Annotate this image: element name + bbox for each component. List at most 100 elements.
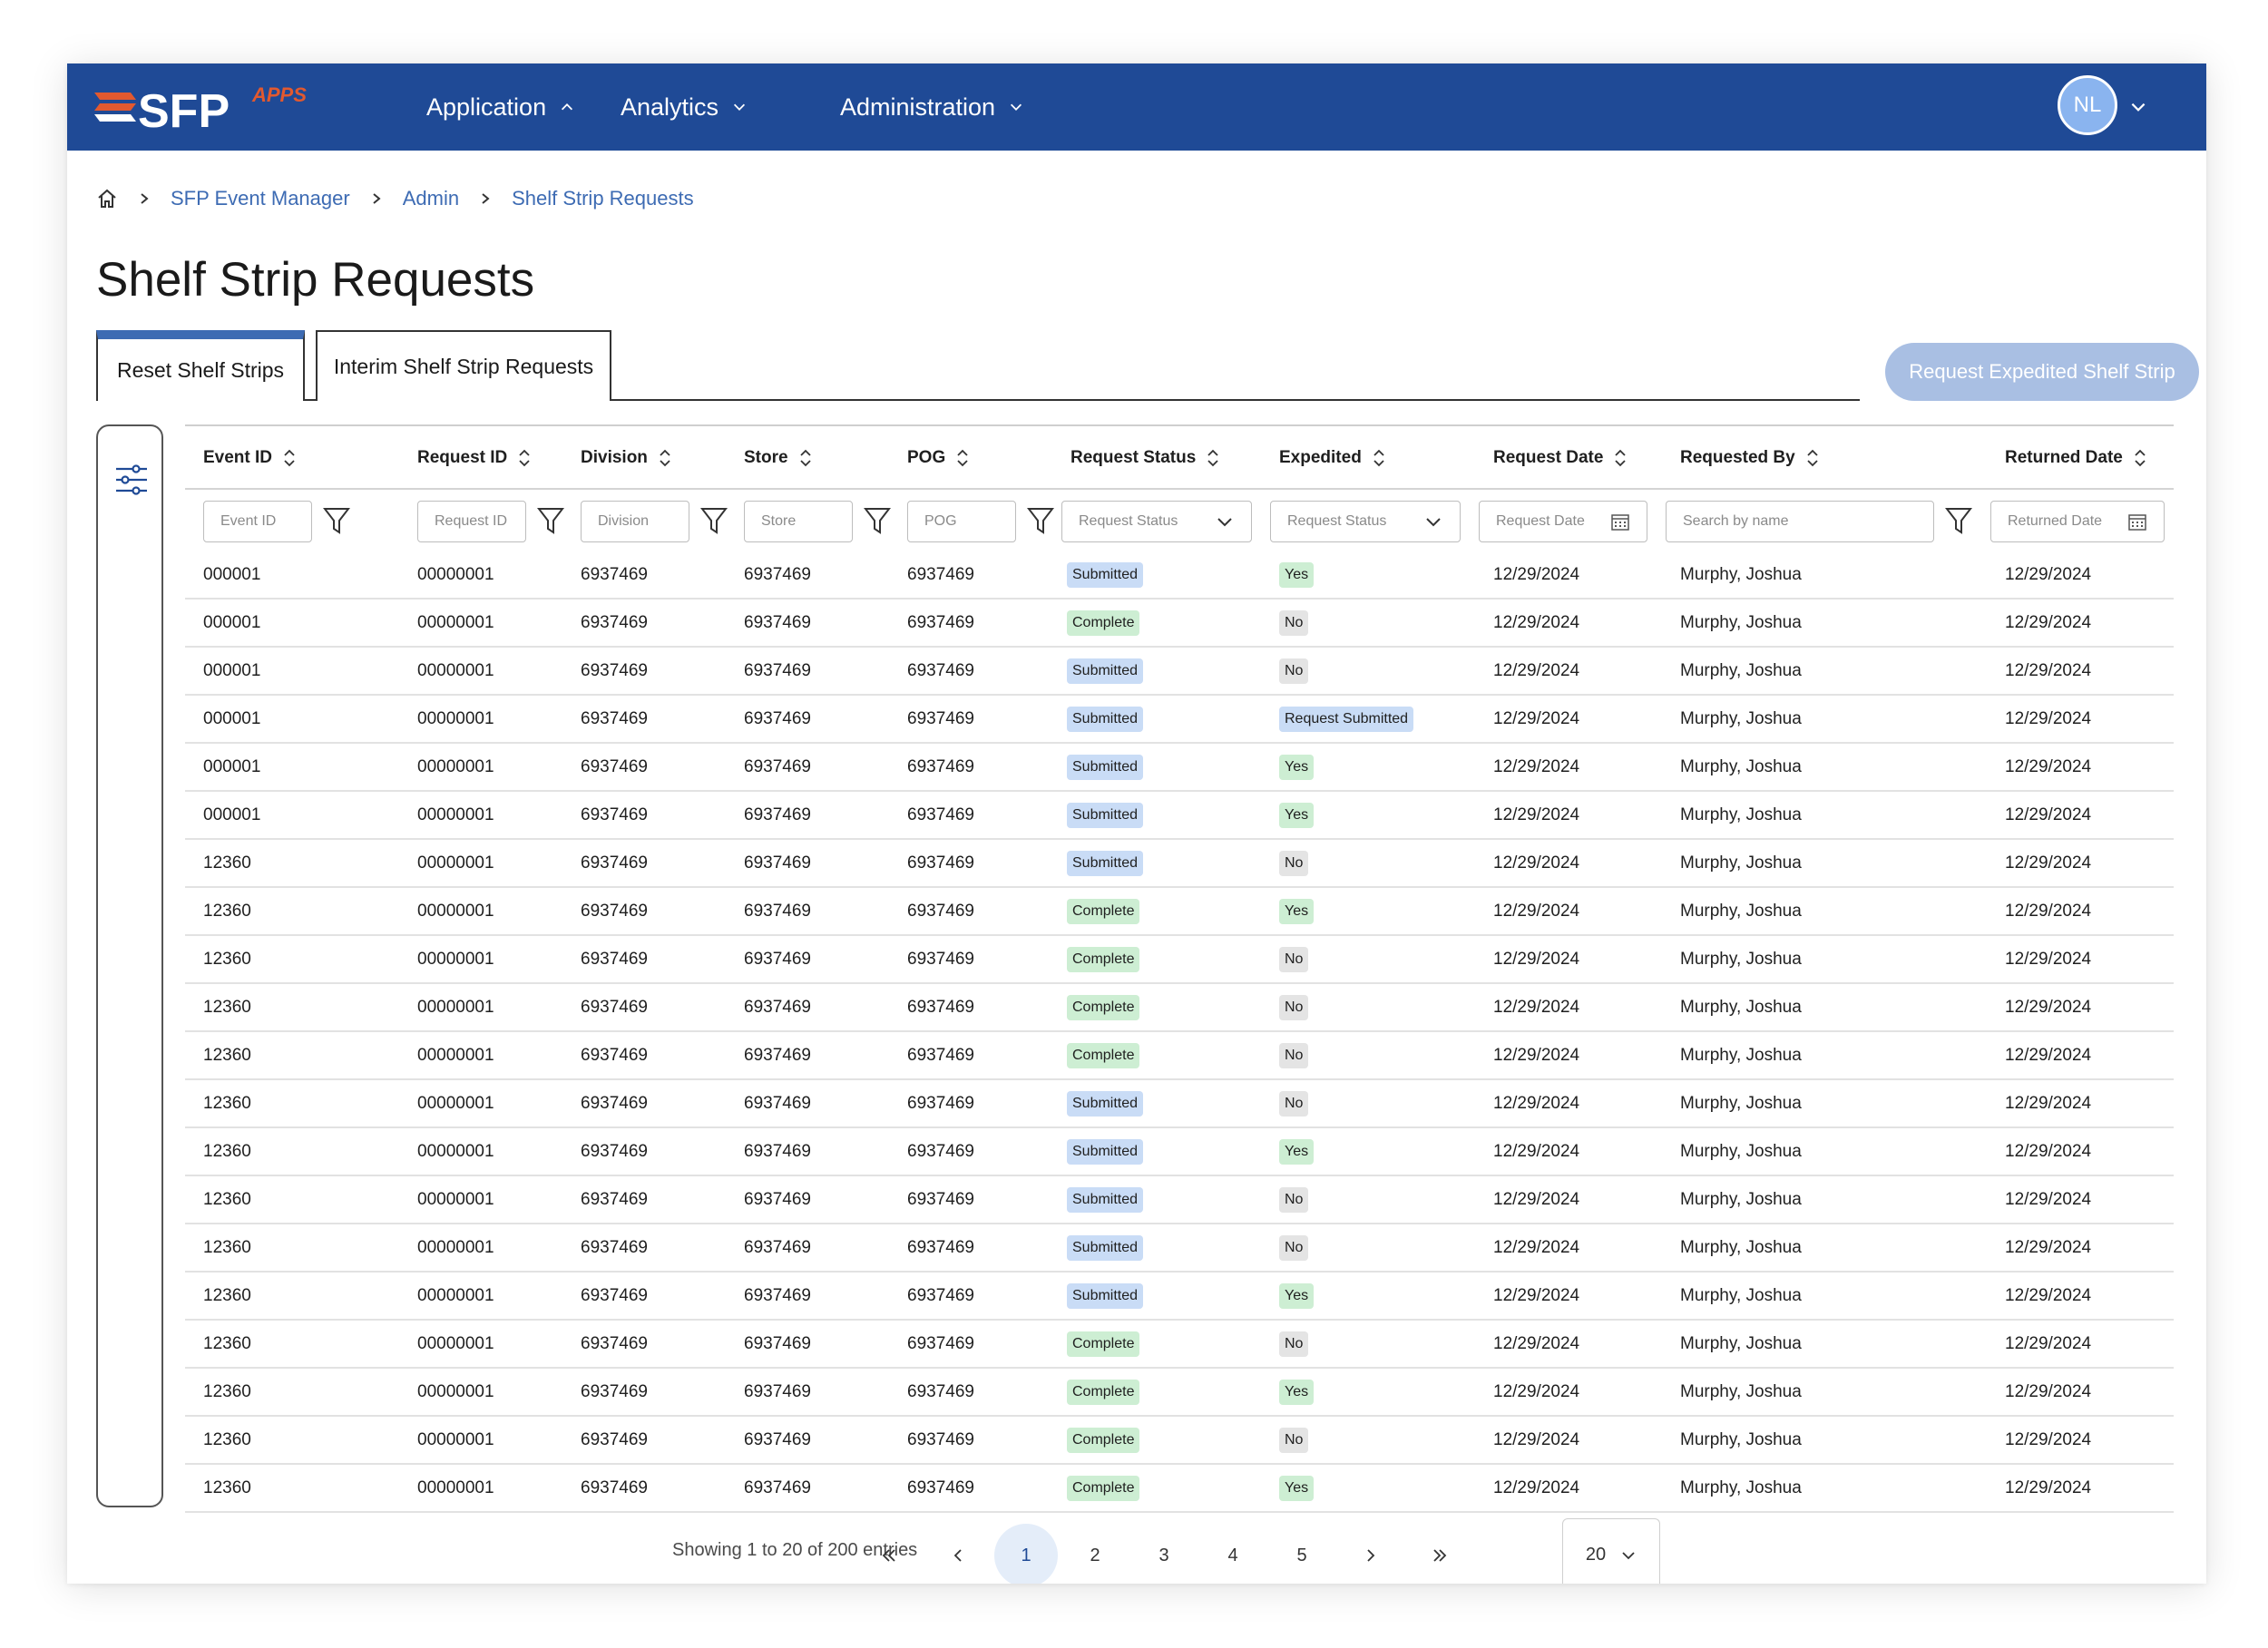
request-expedited-button[interactable]: Request Expedited Shelf Strip — [1885, 343, 2199, 401]
request-status-filter-select[interactable]: Request Status — [1061, 501, 1252, 542]
filter-funnel-icon[interactable] — [1027, 506, 1054, 535]
cell-requested-by: Murphy, Joshua — [1680, 660, 1802, 680]
page-button-4[interactable]: 4 — [1227, 1545, 1238, 1565]
col-header-returned-date[interactable]: Returned Date — [2005, 426, 2146, 490]
cell-expedited: No — [1279, 984, 1309, 1030]
chevron-down-icon — [1217, 518, 1232, 527]
col-header-request-date[interactable]: Request Date — [1493, 426, 1627, 490]
user-avatar[interactable]: NL — [2058, 75, 2117, 135]
table-row[interactable]: 12360 00000001 6937469 6937469 6937469 Comple… — [185, 1032, 2174, 1080]
table-row[interactable]: 000001 00000001 6937469 6937469 6937469 Submi… — [185, 696, 2174, 744]
breadcrumb-admin[interactable]: Admin — [402, 187, 460, 210]
cell-request-id: 00000001 — [417, 756, 494, 776]
user-menu-chevron-down-icon[interactable] — [2128, 97, 2148, 117]
cell-pog: 6937469 — [907, 1429, 974, 1449]
table-row[interactable]: 12360 00000001 6937469 6937469 6937469 Comple… — [185, 1369, 2174, 1417]
cell-division: 6937469 — [581, 1381, 648, 1401]
cell-pog: 6937469 — [907, 1045, 974, 1065]
returned-date-filter-input[interactable]: Returned Date — [1990, 501, 2165, 542]
chevron-right-icon — [373, 193, 381, 204]
nav-application[interactable]: Application — [426, 89, 575, 125]
cell-returned-date: 12/29/2024 — [2005, 564, 2092, 584]
event-id-filter-input[interactable] — [203, 501, 312, 542]
nav-analytics[interactable]: Analytics — [621, 89, 748, 125]
page-button-5[interactable]: 5 — [1296, 1545, 1307, 1565]
col-header-division[interactable]: Division — [581, 426, 671, 490]
sfp-apps-logo[interactable]: SFP APPS — [91, 80, 327, 138]
request-date-filter-input[interactable]: Request Date — [1479, 501, 1647, 542]
table-row[interactable]: 000001 00000001 6937469 6937469 6937469 Submi… — [185, 551, 2174, 600]
cell-division: 6937469 — [581, 949, 648, 969]
cell-event-id: 12360 — [203, 1381, 251, 1401]
previous-page-button[interactable] — [926, 1524, 990, 1584]
page-button-1[interactable]: 1 — [994, 1524, 1058, 1584]
filter-side-panel[interactable] — [96, 424, 163, 1507]
cell-store: 6937469 — [744, 804, 811, 824]
cell-requested-by: Murphy, Joshua — [1680, 901, 1802, 921]
filter-funnel-icon[interactable] — [864, 506, 891, 535]
table-row[interactable]: 000001 00000001 6937469 6937469 6937469 Submi… — [185, 744, 2174, 792]
breadcrumb-sfp-event-manager[interactable]: SFP Event Manager — [171, 187, 350, 210]
status-badge: Complete — [1067, 609, 1140, 636]
nav-administration[interactable]: Administration — [840, 89, 1024, 125]
cell-store: 6937469 — [744, 1189, 811, 1209]
filter-funnel-icon[interactable] — [1945, 506, 1972, 535]
cell-request-status: Submitted — [1067, 648, 1144, 694]
cell-expedited: Yes — [1279, 1465, 1315, 1511]
table-row[interactable]: 12360 00000001 6937469 6937469 6937469 Comple… — [185, 1417, 2174, 1465]
filter-funnel-icon[interactable] — [537, 506, 564, 535]
expedited-filter-select[interactable]: Request Status — [1270, 501, 1461, 542]
status-badge: Submitted — [1067, 658, 1144, 684]
first-page-button[interactable] — [857, 1524, 921, 1584]
col-header-request-id[interactable]: Request ID — [417, 426, 531, 490]
cell-expedited: No — [1279, 840, 1309, 886]
next-page-button[interactable] — [1339, 1524, 1403, 1584]
filter-funnel-icon[interactable] — [700, 506, 728, 535]
tab-reset-shelf-strips[interactable]: Reset Shelf Strips — [96, 330, 305, 401]
double-chevron-right-icon — [1433, 1549, 1447, 1562]
store-filter-input[interactable] — [744, 501, 853, 542]
cell-event-id: 000001 — [203, 804, 261, 824]
col-header-pog[interactable]: POG — [907, 426, 969, 490]
table-row[interactable]: 12360 00000001 6937469 6937469 6937469 Comple… — [185, 984, 2174, 1032]
breadcrumb-shelf-strip-requests[interactable]: Shelf Strip Requests — [512, 187, 694, 210]
cell-request-date: 12/29/2024 — [1493, 1045, 1580, 1065]
page-button-3[interactable]: 3 — [1158, 1545, 1169, 1565]
table-row[interactable]: 12360 00000001 6937469 6937469 6937469 Submit… — [185, 1080, 2174, 1128]
sort-icon — [1615, 449, 1627, 467]
tab-interim-shelf-strip-requests[interactable]: Interim Shelf Strip Requests — [316, 330, 611, 401]
last-page-button[interactable] — [1408, 1524, 1471, 1584]
request-id-filter-input[interactable] — [417, 501, 526, 542]
cell-pog: 6937469 — [907, 1381, 974, 1401]
col-header-event-id[interactable]: Event ID — [203, 426, 296, 490]
cell-request-date: 12/29/2024 — [1493, 708, 1580, 728]
requested-by-search-input[interactable] — [1666, 501, 1934, 542]
pog-filter-input[interactable] — [907, 501, 1016, 542]
table-row[interactable]: 000001 00000001 6937469 6937469 6937469 Compl… — [185, 600, 2174, 648]
table-row[interactable]: 12360 00000001 6937469 6937469 6937469 Comple… — [185, 888, 2174, 936]
filter-funnel-icon[interactable] — [323, 506, 350, 535]
col-header-requested-by[interactable]: Requested By — [1680, 426, 1819, 490]
home-icon[interactable] — [96, 188, 118, 210]
page-size-select[interactable]: 20 — [1562, 1518, 1660, 1584]
table-row[interactable]: 12360 00000001 6937469 6937469 6937469 Comple… — [185, 1321, 2174, 1369]
sliders-icon[interactable] — [114, 463, 149, 497]
division-filter-input[interactable] — [581, 501, 689, 542]
table-row[interactable]: 12360 00000001 6937469 6937469 6937469 Comple… — [185, 936, 2174, 984]
cell-request-date: 12/29/2024 — [1493, 949, 1580, 969]
col-header-store[interactable]: Store — [744, 426, 812, 490]
table-row[interactable]: 12360 00000001 6937469 6937469 6937469 Submit… — [185, 1128, 2174, 1176]
expedited-badge: Yes — [1279, 1379, 1315, 1405]
status-badge: Complete — [1067, 994, 1140, 1020]
table-row[interactable]: 12360 00000001 6937469 6937469 6937469 Submit… — [185, 1224, 2174, 1273]
table-row[interactable]: 12360 00000001 6937469 6937469 6937469 Submit… — [185, 840, 2174, 888]
col-header-expedited[interactable]: Expedited — [1279, 426, 1385, 490]
table-row[interactable]: 12360 00000001 6937469 6937469 6937469 Submit… — [185, 1176, 2174, 1224]
table-row[interactable]: 000001 00000001 6937469 6937469 6937469 Submi… — [185, 648, 2174, 696]
page-button-2[interactable]: 2 — [1090, 1545, 1100, 1565]
col-header-request-status[interactable]: Request Status — [1070, 426, 1219, 490]
table-row[interactable]: 12360 00000001 6937469 6937469 6937469 Submit… — [185, 1273, 2174, 1321]
table-row[interactable]: 000001 00000001 6937469 6937469 6937469 Submi… — [185, 792, 2174, 840]
table-row[interactable]: 12360 00000001 6937469 6937469 6937469 Comple… — [185, 1465, 2174, 1513]
cell-requested-by: Murphy, Joshua — [1680, 1045, 1802, 1065]
